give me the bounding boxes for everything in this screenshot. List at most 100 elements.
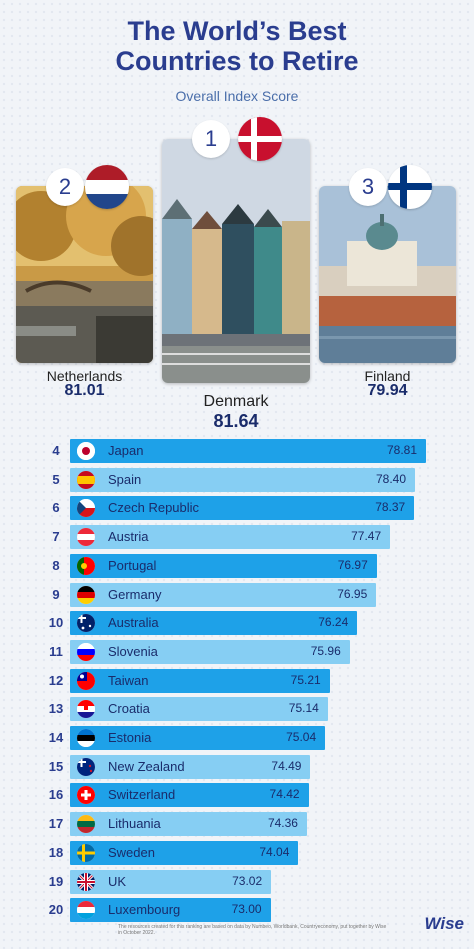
- portugal-flag-icon: [77, 556, 95, 575]
- bar-value-label: 75.14: [288, 701, 319, 716]
- rank-number: 19: [48, 873, 64, 889]
- bar-value-label: 75.96: [310, 643, 341, 658]
- netherlands-flag-icon: [85, 165, 129, 209]
- bar: New Zealand 74.49: [70, 754, 311, 779]
- bar-category-label: Portugal: [108, 557, 157, 573]
- bar-value-label: 78.81: [386, 443, 417, 457]
- rank-number: 8: [52, 557, 60, 573]
- bar-value-label: 75.04: [286, 730, 317, 744]
- bar: Austria 77.47: [70, 525, 391, 550]
- bar-value-label: 78.37: [375, 500, 406, 515]
- bar: Germany 76.95: [70, 582, 377, 607]
- sweden-flag-icon: [77, 843, 95, 862]
- bar-category-label: Japan: [108, 443, 144, 458]
- rank-number: 14: [48, 730, 64, 745]
- finland-photo: [319, 186, 456, 363]
- slovenia-flag-icon: [77, 642, 95, 661]
- croatia-flag-icon: [77, 700, 95, 719]
- czech-flag-icon: [77, 499, 95, 518]
- japan-flag-icon: [77, 442, 95, 460]
- bar-category-label: New Zealand: [108, 758, 185, 774]
- bar-value-label: 74.49: [271, 758, 302, 773]
- australia-flag-icon: [77, 614, 95, 633]
- rank-badge-3: 3: [349, 168, 387, 206]
- rank-number: 18: [48, 844, 64, 860]
- bar-category-label: Slovenia: [108, 643, 158, 659]
- bar: Japan 78.81: [70, 439, 426, 463]
- bar-category-label: Sweden: [108, 844, 155, 860]
- bar-category-label: UK: [108, 873, 127, 889]
- bar-category-label: Taiwan: [108, 672, 149, 688]
- rank-badge-1: 1: [192, 120, 230, 158]
- rank-number: 9: [52, 586, 60, 602]
- switzerland-flag-icon: [77, 786, 95, 805]
- rank-number: 4: [52, 443, 60, 458]
- bar-category-label: Croatia: [108, 701, 150, 717]
- rank-number: 11: [49, 643, 63, 659]
- rank-number: 13: [48, 701, 64, 717]
- rank-number: 17: [48, 816, 64, 832]
- bar: Lithuania 74.36: [70, 812, 307, 837]
- bar: Luxembourg 73.00: [70, 898, 271, 923]
- taiwan-flag-icon: [77, 671, 95, 690]
- podium-name-netherlands: Netherlands: [46, 368, 123, 384]
- bar-category-label: Switzerland: [108, 787, 176, 803]
- bar-category-label: Lithuania: [108, 816, 161, 832]
- rank-number: 10: [48, 615, 64, 631]
- rank-number: 6: [52, 500, 60, 516]
- lithuania-flag-icon: [77, 815, 95, 834]
- denmark-flag-icon: [238, 117, 282, 161]
- bar-value-label: 74.36: [267, 816, 298, 831]
- austria-flag-icon: [77, 528, 95, 547]
- finland-flag-icon: [388, 165, 432, 209]
- bar: Sweden 74.04: [70, 840, 299, 865]
- bar: Australia 76.24: [70, 611, 358, 636]
- estonia-flag-icon: [77, 729, 95, 747]
- podium-score-netherlands: 81.01: [64, 382, 105, 399]
- rank-number: 5: [52, 471, 60, 487]
- bar: UK 73.02: [70, 869, 272, 894]
- bar: Czech Republic 78.37: [70, 496, 415, 521]
- bar: Slovenia 75.96: [70, 639, 350, 664]
- bar-category-label: Czech Republic: [108, 500, 200, 516]
- bar-value-label: 76.95: [337, 586, 368, 601]
- germany-flag-icon: [77, 585, 95, 604]
- page-subtitle: Overall Index Score: [175, 88, 299, 104]
- bar-value-label: 75.21: [290, 672, 321, 687]
- bar-value-label: 74.04: [259, 844, 290, 859]
- bar-value-label: 76.97: [337, 557, 368, 572]
- bar-value-label: 76.24: [318, 615, 349, 630]
- bar-category-label: Spain: [108, 471, 142, 487]
- bar-category-label: Germany: [108, 586, 162, 602]
- netherlands-photo: [16, 186, 153, 363]
- denmark-photo: [162, 139, 310, 383]
- spain-flag-icon: [77, 470, 95, 489]
- bar-category-label: Luxembourg: [108, 902, 181, 918]
- source-footnote: The resources created for this ranking a…: [118, 924, 387, 936]
- bar: Spain 78.40: [70, 467, 416, 492]
- bar: Portugal 76.97: [70, 553, 377, 578]
- rank-number: 20: [48, 902, 64, 918]
- bar-value-label: 78.40: [376, 471, 407, 486]
- podium-score-finland: 79.94: [367, 382, 408, 399]
- bar-category-label: Austria: [108, 529, 149, 545]
- luxembourg-flag-icon: [77, 901, 95, 920]
- rank-number: 7: [52, 529, 60, 545]
- new-zealand-flag-icon: [77, 757, 95, 776]
- uk-flag-icon: [77, 872, 95, 891]
- bar-value-label: 73.02: [232, 873, 263, 888]
- bar-category-label: Estonia: [108, 730, 152, 745]
- podium-score-denmark: 81.64: [213, 411, 259, 431]
- rank-badge-2: 2: [46, 168, 84, 206]
- page-title: The World’s Best Countries to Retire: [115, 16, 359, 76]
- bar-value-label: 74.42: [269, 787, 300, 802]
- podium-name-denmark: Denmark: [203, 393, 269, 410]
- bar-value-label: 77.47: [351, 529, 382, 544]
- wise-logo: Wise: [424, 914, 464, 933]
- rank-number: 12: [48, 672, 64, 688]
- bar-category-label: Australia: [108, 615, 159, 631]
- bar: Switzerland 74.42: [70, 783, 309, 808]
- bar: Croatia 75.14: [70, 697, 328, 722]
- bar-value-label: 73.00: [231, 902, 262, 917]
- bar: Estonia 75.04: [70, 726, 326, 750]
